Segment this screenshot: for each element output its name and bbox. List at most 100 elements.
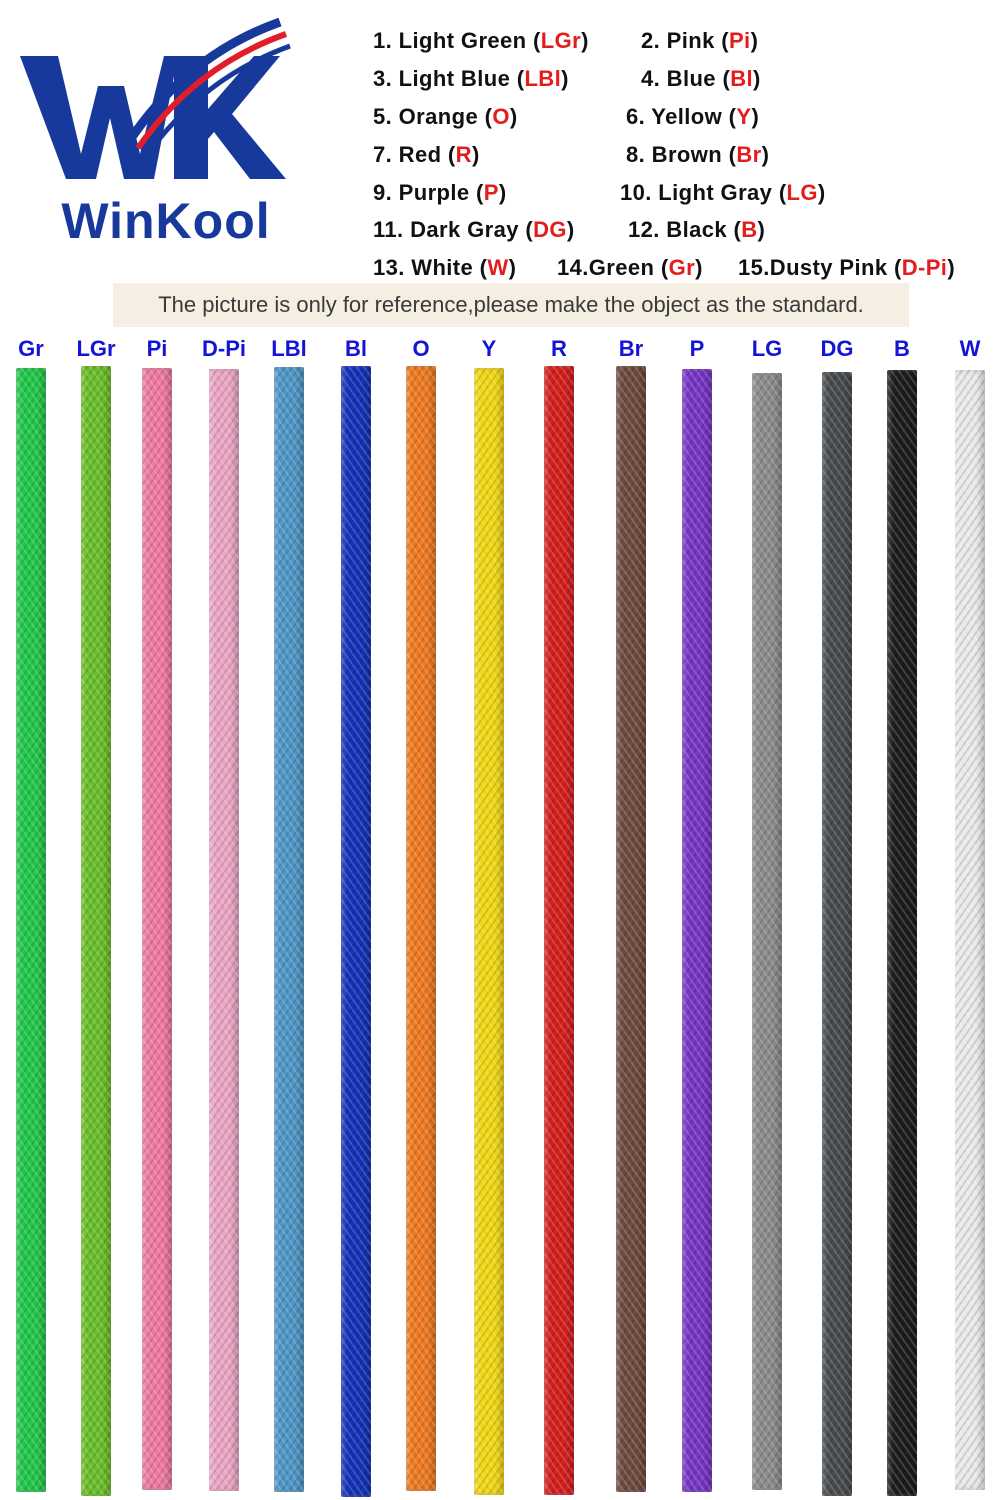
cable-label: D-Pi [202, 336, 246, 361]
legend-item-close: ) [508, 255, 517, 280]
legend-item-code: Bl [730, 66, 753, 91]
legend-item-code: DG [533, 217, 567, 242]
legend-item-close: ) [817, 180, 826, 205]
legend-item-label: 10. Light Gray ( [620, 180, 787, 205]
cable-label: LG [751, 336, 783, 361]
legend-item: 6. Yellow (Y) [626, 104, 759, 130]
legend-item-code: LBl [524, 66, 562, 91]
legend-item: 8. Brown (Br) [626, 142, 769, 168]
legend-item-label: 1. Light Green ( [373, 28, 541, 53]
legend-item-label: 3. Light Blue ( [373, 66, 525, 91]
legend-item-code: O [492, 104, 510, 129]
legend-item-code: D-Pi [901, 255, 948, 280]
legend-item: 11. Dark Gray (DG) [373, 217, 575, 243]
legend-item-label: 5. Orange ( [373, 104, 493, 129]
cable-swatch-dg [822, 372, 852, 1496]
legend-item: 5. Orange (O) [373, 104, 518, 130]
legend-item: 4. Blue (Bl) [641, 66, 761, 92]
legend-item-code: Gr [668, 255, 696, 280]
cable-label: B [894, 336, 910, 361]
cable-label: Pi [146, 336, 168, 361]
cable-swatch-bl [341, 366, 371, 1497]
legend-item-code: P [483, 180, 499, 205]
legend-item-label: 8. Brown ( [626, 142, 737, 167]
cable-label: Br [618, 336, 644, 361]
cable-label: W [959, 336, 981, 361]
legend-item: 15.Dusty Pink (D-Pi) [738, 255, 955, 281]
legend-item-close: ) [761, 142, 770, 167]
legend-item-close: ) [750, 28, 759, 53]
legend-item-code: Pi [728, 28, 751, 53]
cable-swatch-b [887, 370, 917, 1496]
cable-swatch-br [616, 366, 646, 1492]
legend-item-label: 14.Green ( [557, 255, 669, 280]
legend-item-code: Y [736, 104, 752, 129]
cable-swatch-o [406, 366, 436, 1491]
brand-name: WinKool [61, 193, 271, 249]
legend-item-label: 7. Red ( [373, 142, 456, 167]
wk-logo-mark [20, 17, 291, 179]
legend-item-label: 4. Blue ( [641, 66, 731, 91]
legend-item: 1. Light Green (LGr) [373, 28, 589, 54]
legend-item-label: 11. Dark Gray ( [373, 217, 534, 242]
legend-item-code: W [487, 255, 509, 280]
cable-swatch-p [682, 369, 712, 1492]
legend-item: 12. Black (B) [628, 217, 765, 243]
cable-label: LBl [271, 336, 307, 361]
logo-letter-k [174, 56, 286, 179]
legend-item-code: Br [736, 142, 762, 167]
cable-swatch-gr [16, 368, 46, 1492]
legend-item-close: ) [695, 255, 703, 280]
legend-item: 10. Light Gray (LG) [620, 180, 826, 206]
legend-item-code: LG [786, 180, 818, 205]
legend-item-close: ) [581, 28, 589, 53]
legend-item: 2. Pink (Pi) [641, 28, 758, 54]
cable-label: Gr [18, 336, 44, 361]
legend-item-code: R [455, 142, 472, 167]
cable-label: Y [481, 336, 497, 361]
legend-item: 13. White (W) [373, 255, 516, 281]
legend-item: 9. Purple (P) [373, 180, 507, 206]
cable-label: O [412, 336, 430, 361]
legend-item-label: 2. Pink ( [641, 28, 729, 53]
winkool-logo: WinKool [18, 14, 298, 249]
legend-item-label: 6. Yellow ( [626, 104, 737, 129]
cable-label: R [551, 336, 567, 361]
legend-item-close: ) [498, 180, 507, 205]
logo-swoosh-red [135, 31, 288, 150]
legend-item-code: LGr [540, 28, 582, 53]
cable-swatch-lg [752, 373, 782, 1490]
legend-item-close: ) [757, 217, 766, 242]
legend-item: 3. Light Blue (LBl) [373, 66, 569, 92]
reference-notice: The picture is only for reference,please… [113, 283, 909, 327]
cable-swatch-row [0, 364, 1000, 1500]
cable-label: LGr [76, 336, 116, 361]
legend-item-label: 9. Purple ( [373, 180, 484, 205]
legend-item-label: 13. White ( [373, 255, 488, 280]
legend-item: 7. Red (R) [373, 142, 480, 168]
legend-item-close: ) [947, 255, 956, 280]
cable-label: DG [820, 336, 854, 361]
legend-item: 14.Green (Gr) [557, 255, 703, 281]
cable-swatch-d-pi [209, 369, 239, 1491]
legend-item-code: B [741, 217, 758, 242]
legend-item-close: ) [751, 104, 760, 129]
cable-swatch-lgr [81, 366, 111, 1496]
cable-swatch-w [955, 370, 985, 1490]
color-code-legend: 1. Light Green (LGr) 2. Pink (Pi) 3. Light… [0, 0, 1000, 290]
cable-swatch-r [544, 366, 574, 1495]
cable-label: P [689, 336, 705, 361]
logo-swoosh-blue-1 [126, 17, 282, 143]
legend-item-close: ) [566, 217, 575, 242]
logo-swoosh-blue-2 [143, 43, 291, 158]
legend-item-close: ) [753, 66, 761, 91]
cable-label-row: Gr LGr Pi D-Pi LBl Bl O Y R Br P LG DG B W [0, 336, 1000, 364]
legend-item-close: ) [561, 66, 569, 91]
cable-swatch-pi [142, 368, 172, 1490]
cable-label: Bl [345, 336, 367, 361]
legend-item-close: ) [509, 104, 518, 129]
cable-swatch-lbl [274, 367, 304, 1492]
legend-item-close: ) [471, 142, 480, 167]
legend-item-label: 15.Dusty Pink ( [738, 255, 902, 280]
legend-item-label: 12. Black ( [628, 217, 742, 242]
